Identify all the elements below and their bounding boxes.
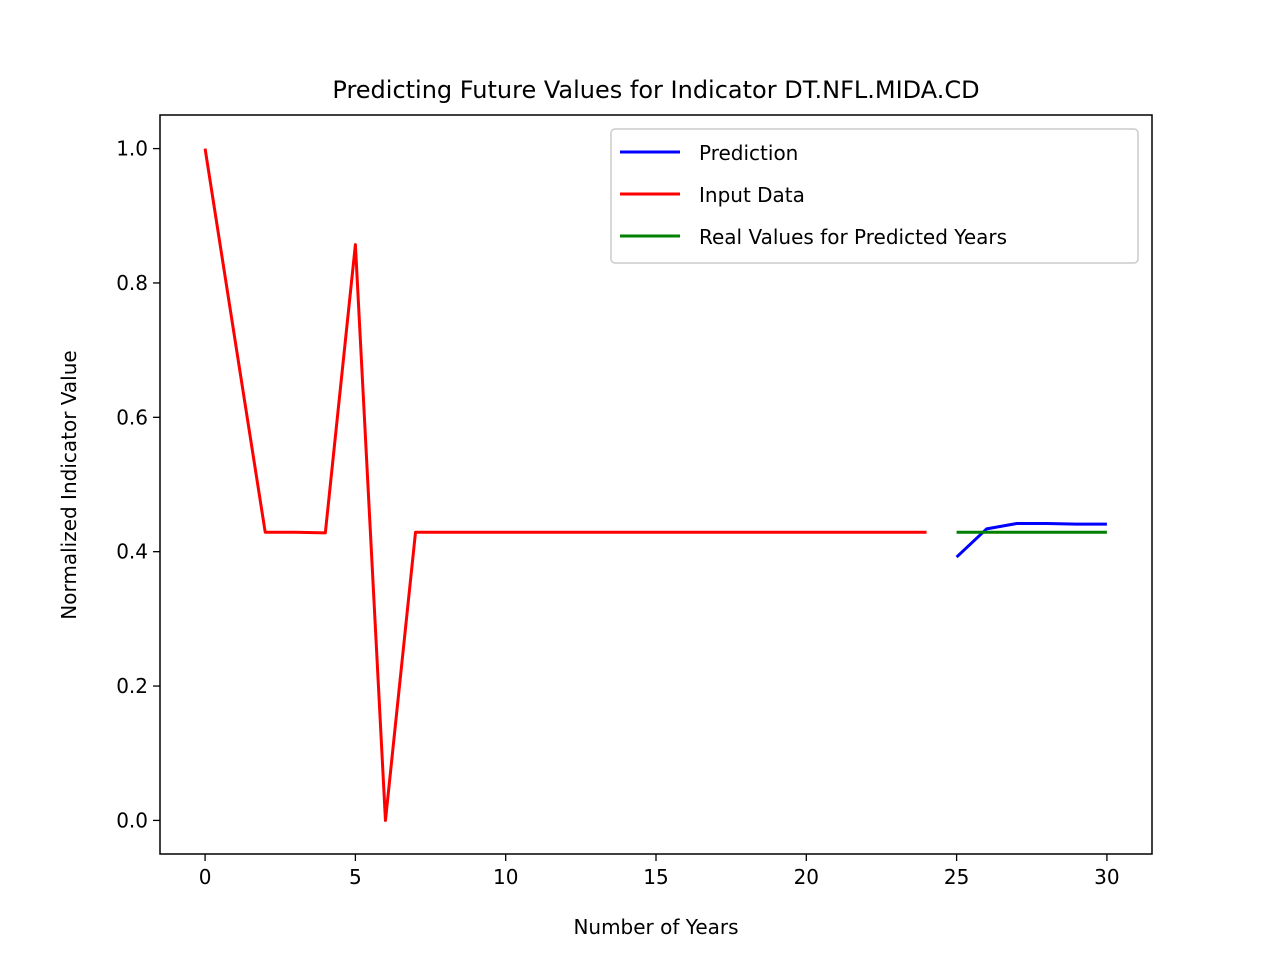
x-tick-label: 15	[643, 865, 668, 889]
legend-box	[610, 128, 1139, 264]
axes: 0 5 10 15 20 25 30 0.0 0.2 0.4 0.6 0.8 1.0	[116, 137, 1119, 889]
y-tick-label: 0.8	[116, 271, 148, 295]
plot-frame	[159, 114, 1153, 855]
legend: Prediction Input Data Real Values for Pred…	[610, 128, 1139, 264]
x-tick-label: 10	[493, 865, 518, 889]
x-tick-label: 25	[944, 865, 969, 889]
y-tick-label: 0.0	[116, 808, 148, 832]
legend-label: Prediction	[699, 141, 798, 165]
chart-title: Predicting Future Values for Indicator D…	[332, 76, 979, 104]
series-line-input-data	[203, 148, 927, 822]
plot-series	[203, 148, 1107, 822]
x-tick-label: 30	[1094, 865, 1119, 889]
y-tick-label: 1.0	[116, 137, 148, 161]
legend-label: Input Data	[699, 183, 805, 207]
x-tick-label: 5	[349, 865, 362, 889]
y-tick-label: 0.4	[116, 540, 148, 564]
y-axis-label: Normalized Indicator Value	[57, 350, 81, 619]
y-tick-label: 0.2	[116, 674, 148, 698]
y-tick-label: 0.6	[116, 405, 148, 429]
x-axis-label: Number of Years	[573, 915, 738, 939]
legend-label: Real Values for Predicted Years	[699, 225, 1007, 249]
x-tick-label: 20	[794, 865, 819, 889]
x-tick-label: 0	[199, 865, 212, 889]
